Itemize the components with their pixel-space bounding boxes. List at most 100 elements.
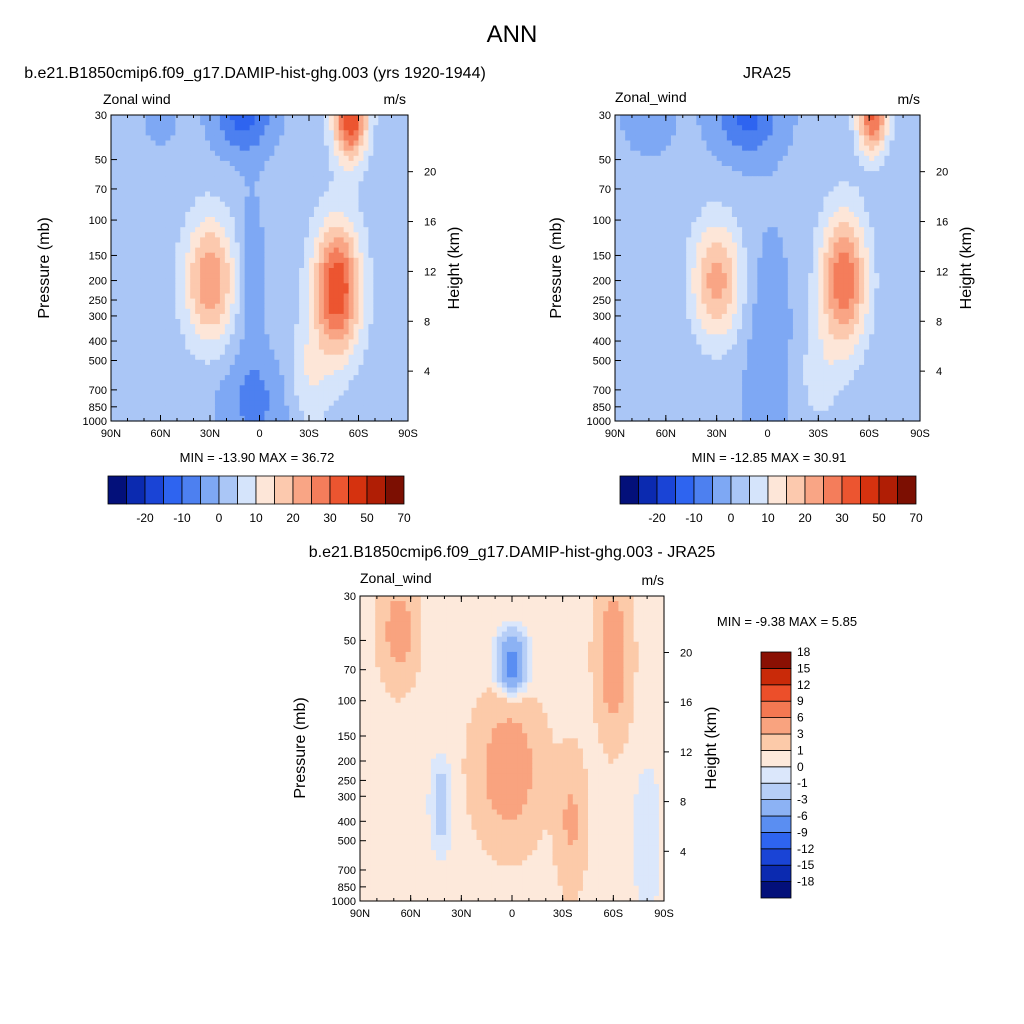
field-cell <box>363 160 369 167</box>
field-cell <box>234 247 241 254</box>
field-cell <box>343 400 350 407</box>
field-cell <box>264 166 270 172</box>
field-cell <box>170 395 176 402</box>
field-cell <box>373 140 379 147</box>
field-cell <box>752 191 758 198</box>
field-cell <box>309 334 315 340</box>
field-cell <box>899 125 906 131</box>
field-cell <box>150 334 157 340</box>
field-cell <box>115 354 122 361</box>
field-cell <box>175 298 181 305</box>
field-cell <box>185 247 191 254</box>
field-cell <box>279 395 285 402</box>
field-cell <box>269 390 275 397</box>
field-cell <box>318 237 325 244</box>
field-cell <box>665 140 672 147</box>
field-cell <box>309 370 315 376</box>
field-cell <box>403 222 409 228</box>
field-cell <box>640 115 647 121</box>
field-cell <box>155 150 162 157</box>
field-cell <box>373 288 379 295</box>
field-cell <box>676 201 682 208</box>
field-cell <box>185 375 191 381</box>
field-cell <box>706 171 713 177</box>
field-cell <box>378 339 384 346</box>
field-cell <box>175 135 181 142</box>
field-cell <box>244 155 251 162</box>
field-cell <box>219 359 226 366</box>
field-cell <box>894 186 901 193</box>
field-cell <box>130 313 137 320</box>
field-cell <box>210 298 216 305</box>
field-cell <box>269 410 275 417</box>
field-cell <box>219 364 226 371</box>
field-cell <box>289 191 295 198</box>
field-cell <box>655 176 662 182</box>
field-cell <box>398 247 404 254</box>
field-cell <box>264 359 270 366</box>
field-cell <box>195 313 201 320</box>
field-cell <box>254 171 261 177</box>
field-cell <box>125 120 132 126</box>
field-cell <box>284 385 290 391</box>
field-cell <box>195 201 201 208</box>
field-cell <box>274 201 280 208</box>
field-cell <box>373 268 379 274</box>
field-cell <box>140 125 147 131</box>
field-cell <box>125 344 132 351</box>
field-cell <box>358 313 365 320</box>
field-cell <box>269 334 275 340</box>
field-cell <box>378 262 384 269</box>
field-cell <box>721 125 728 131</box>
field-cell <box>670 171 677 177</box>
field-cell <box>813 217 819 223</box>
field-cell <box>378 191 384 198</box>
field-cell <box>904 125 911 131</box>
field-cell <box>160 344 167 351</box>
field-cell <box>279 334 285 340</box>
field-cell <box>170 405 176 412</box>
field-cell <box>299 329 305 335</box>
field-cell <box>210 120 216 126</box>
field-cell <box>660 160 667 167</box>
field-cell <box>304 268 310 274</box>
field-cell <box>665 160 672 167</box>
field-cell <box>249 308 256 315</box>
field-cell <box>393 206 399 213</box>
field-cell <box>665 130 672 136</box>
field-cell <box>229 115 236 121</box>
field-cell <box>378 324 384 330</box>
field-cell <box>782 145 789 152</box>
field-cell <box>393 298 399 305</box>
field-cell <box>368 262 374 269</box>
field-cell <box>869 181 875 187</box>
field-cell <box>284 395 290 402</box>
height-tick-label: 20 <box>424 167 436 179</box>
field-cell <box>828 186 835 193</box>
field-cell <box>696 135 703 142</box>
field-cell <box>403 171 409 177</box>
field-cell <box>224 125 231 131</box>
field-cell <box>731 145 738 152</box>
field-cell <box>145 313 152 320</box>
field-cell <box>219 140 226 147</box>
field-cell <box>343 349 350 356</box>
field-cell <box>358 415 365 422</box>
field-cell <box>299 155 305 162</box>
field-cell <box>731 196 738 203</box>
field-cell <box>180 115 186 121</box>
field-cell <box>259 334 266 340</box>
field-cell <box>378 257 384 264</box>
field-cell <box>259 313 266 320</box>
field-cell <box>383 206 389 213</box>
field-cell <box>368 140 374 147</box>
field-cell <box>274 217 280 223</box>
field-cell <box>323 186 330 193</box>
field-cell <box>620 166 626 172</box>
field-cell <box>747 186 753 193</box>
field-cell <box>731 135 738 142</box>
field-cell <box>777 135 784 142</box>
field-cell <box>170 217 176 223</box>
field-cell <box>120 257 127 264</box>
field-cell <box>120 166 127 172</box>
